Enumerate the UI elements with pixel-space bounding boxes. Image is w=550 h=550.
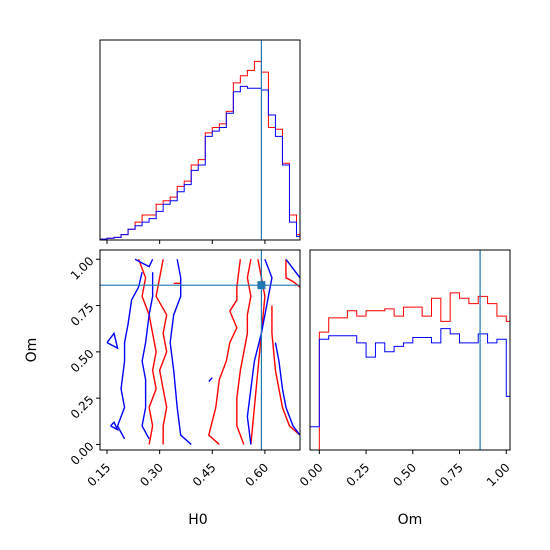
blue-contour [285, 258, 300, 279]
om-x-tick-label: 0.75 [437, 460, 466, 489]
blue-histogram-h0 [99, 85, 301, 240]
om-x-tick-label: 1.00 [484, 460, 513, 489]
blue-contour [134, 258, 154, 268]
om-x-tick-label: 0.50 [390, 460, 419, 489]
contour-y-tick-label: 0.25 [68, 393, 97, 422]
contour-y-tick-label: 0.75 [68, 300, 97, 329]
right-panel-frame [309, 249, 511, 451]
top-panel-frame [99, 39, 301, 241]
blue-contour [141, 272, 154, 440]
red-contour [285, 259, 300, 288]
red-contour [271, 305, 300, 436]
blue-contour [169, 259, 192, 445]
contour-x-tick-label: 0.45 [190, 460, 219, 489]
red-histogram-om [310, 292, 511, 451]
red-contour [155, 259, 168, 445]
contour-y-tick-label: 0.00 [68, 439, 97, 468]
om-marginal-histogram: 0.00 0.25 0.50 0.75 1.00 [297, 249, 513, 489]
om-x-tick-label: 0.25 [344, 460, 373, 489]
red-contour [236, 259, 252, 445]
contour-x-tick-label: 0.60 [242, 460, 271, 489]
blue-contour [116, 272, 143, 440]
contour-y-tick-label: 1.00 [68, 254, 97, 283]
x-axis-title-h0: H0 [188, 512, 207, 528]
blue-contour [110, 420, 120, 432]
x-axis-title-om: Om [398, 512, 423, 528]
contour-x-tick-label: 0.15 [85, 460, 114, 489]
om-x-tick-label: 0.00 [297, 460, 326, 489]
blue-contour [106, 331, 119, 350]
truth-marker [257, 281, 266, 290]
contour-panel-frame [99, 249, 301, 451]
red-contour [207, 259, 242, 445]
red-contour [137, 259, 157, 445]
blue-histogram-om [309, 328, 511, 450]
y-axis-title-om: Om [24, 338, 40, 363]
contour-layer [100, 250, 300, 450]
blue-contour [274, 342, 300, 436]
blue-contour [208, 377, 213, 382]
contour-x-tick-label: 0.30 [137, 460, 166, 489]
h0-om-contour-panel: 0.15 0.30 0.45 0.60 0.00 0.25 0.50 0.75 1.00 [68, 249, 301, 489]
red-contour [250, 259, 266, 445]
blue-contour [246, 259, 273, 445]
red-histogram-h0 [99, 60, 301, 240]
h0-marginal-histogram [99, 39, 301, 244]
contour-y-tick-label: 0.50 [68, 347, 97, 376]
